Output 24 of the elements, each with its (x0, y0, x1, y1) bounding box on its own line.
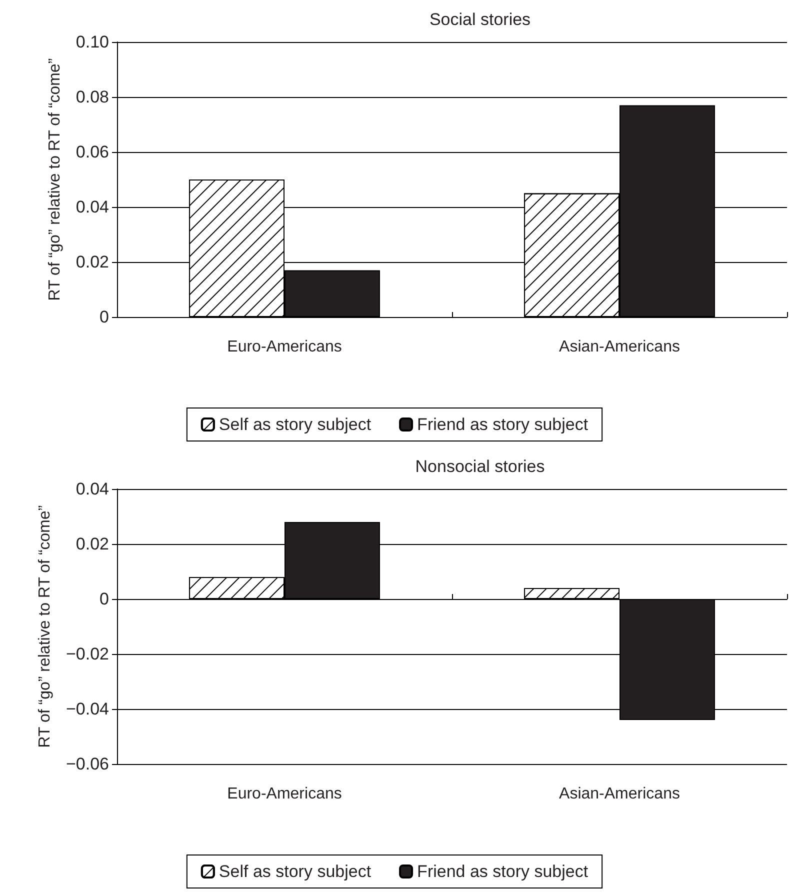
y-tick-label: −0.04 (66, 700, 109, 718)
y-tick-label: −0.02 (66, 644, 109, 664)
y-tick-label: 0.06 (76, 142, 109, 162)
y-tick-label: 0.04 (76, 480, 109, 498)
legend-label: Friend as story subject (417, 862, 588, 881)
legend-label: Friend as story subject (417, 415, 588, 434)
y-tick-label: 0 (100, 590, 109, 608)
chart-title: Social stories (429, 10, 531, 29)
y-axis-title: RT of “go” relative to RT of “come” (46, 58, 64, 301)
y-tick-label: 0 (100, 308, 109, 326)
x-tick-label: Asian-Americans (559, 786, 680, 802)
x-tick-label: Asian-Americans (559, 338, 680, 356)
x-tick-label: Euro-Americans (227, 338, 342, 356)
legend-label: Self as story subject (218, 862, 372, 881)
y-tick-label: 0.02 (76, 252, 109, 272)
y-tick-label: 0.08 (76, 88, 109, 106)
y-tick-label: 0.10 (76, 32, 109, 52)
y-tick-label: 0.02 (76, 534, 109, 554)
chart-title: Nonsocial stories (415, 457, 545, 476)
y-tick-label: −0.06 (66, 754, 109, 774)
y-tick-label: 0.04 (76, 198, 109, 216)
y-axis-title: RT of “go” relative to RT of “come” (36, 505, 54, 748)
legend-label: Self as story subject (218, 415, 372, 434)
x-tick-label: Euro-Americans (227, 786, 342, 802)
